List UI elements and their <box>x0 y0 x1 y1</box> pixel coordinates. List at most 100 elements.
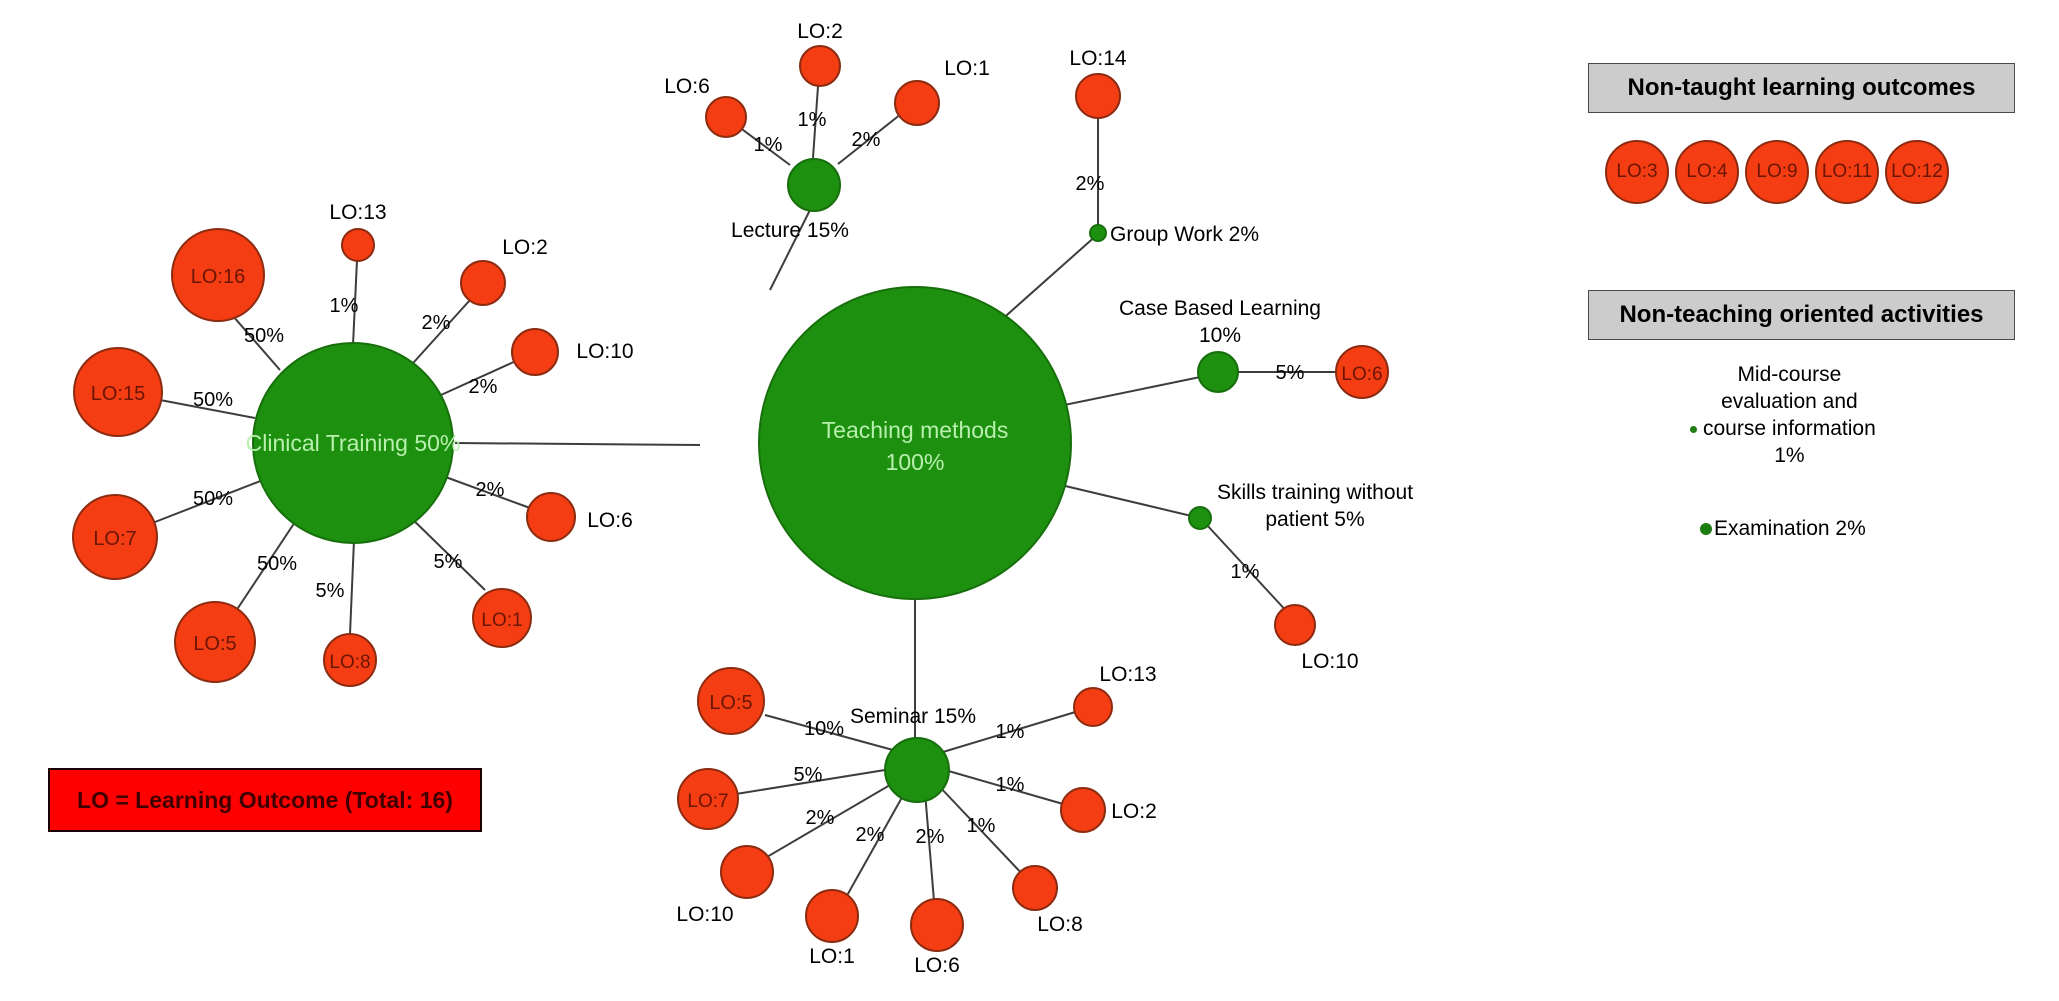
node-sem-lo13[interactable] <box>1073 687 1113 727</box>
node-ct-lo15-label: LO:15 <box>91 383 145 405</box>
node-sem-lo8[interactable] <box>1012 865 1058 911</box>
edge-hub-case-based-learning <box>1039 374 1211 411</box>
node-lec-lo2[interactable] <box>799 45 841 87</box>
node-lec-lo2-label: LO:2 <box>797 20 843 43</box>
node-lecture-label: Lecture 15% <box>731 219 849 242</box>
node-ct-lo10[interactable] <box>511 328 559 376</box>
node-case-based-learning[interactable] <box>1197 351 1239 393</box>
act1-line4: 1% <box>1774 443 1805 467</box>
legend-learning-outcome-text: LO = Learning Outcome (Total: 16) <box>77 786 453 813</box>
pct-ct-lo7: 50% <box>193 488 233 510</box>
edge-sem-lo6 <box>924 791 936 914</box>
non-taught-lo11[interactable]: LO:11 <box>1815 140 1879 204</box>
node-gw-lo14[interactable] <box>1075 73 1121 119</box>
node-cbl-lo6-label: LO:6 <box>1341 364 1382 385</box>
non-taught-lo12-label: LO:12 <box>1891 161 1943 182</box>
node-sem-lo13-label: LO:13 <box>1099 663 1156 686</box>
pct-sem-lo5: 10% <box>804 718 844 740</box>
pct-sem-lo8: 1% <box>967 815 996 837</box>
edge-ct-lo6 <box>431 471 531 509</box>
pct-lec-lo2: 1% <box>798 109 827 131</box>
edge-hub-clinical-training <box>454 442 701 446</box>
skills-training-edges <box>1205 523 1291 616</box>
node-st-lo10[interactable] <box>1274 604 1316 646</box>
node-lec-lo1[interactable] <box>894 80 940 126</box>
node-gw-lo14-label: LO:14 <box>1069 47 1127 70</box>
legend-learning-outcome-key: LO = Learning Outcome (Total: 16) <box>48 768 482 832</box>
pct-ct-lo16: 50% <box>244 325 284 347</box>
case-based-learning-nodes: Case Based Learning 10% LO:6 5% <box>1119 297 1389 399</box>
node-sem-lo2-label: LO:2 <box>1111 800 1157 823</box>
seminar-edges <box>735 709 1083 914</box>
node-ct-lo6[interactable] <box>526 492 576 542</box>
act1-line3: course information <box>1703 416 1876 440</box>
node-lec-lo6-label: LO:6 <box>664 75 710 98</box>
edge-sem-lo13 <box>942 709 1083 753</box>
edge-ct-lo1 <box>404 511 486 591</box>
non-taught-lo3-label: LO:3 <box>1616 161 1658 182</box>
examination-dot-icon <box>1700 523 1712 535</box>
non-taught-lo3[interactable]: LO:3 <box>1605 140 1669 204</box>
node-sem-lo8-label: LO:8 <box>1037 913 1083 936</box>
node-ct-lo15[interactable] <box>73 347 163 437</box>
node-ct-lo7-label: LO:7 <box>93 528 136 550</box>
edge-sem-lo8 <box>937 784 1027 879</box>
node-ct-lo2-label: LO:2 <box>502 236 548 259</box>
activity-mid-course-evaluation[interactable]: Mid-course evaluation and course informa… <box>1690 362 1950 470</box>
seminar-nodes: Seminar 15% LO:5 10% LO:7 5% LO:10 2% LO… <box>676 663 1156 977</box>
non-taught-lo11-label: LO:11 <box>1821 161 1873 182</box>
edge-sem-lo2 <box>944 769 1071 807</box>
panel-non-teaching-title: Non-teaching oriented activities <box>1619 301 1984 328</box>
pct-sem-lo13: 1% <box>996 721 1025 743</box>
node-sem-lo10[interactable] <box>720 845 774 899</box>
node-sem-lo1[interactable] <box>805 889 859 943</box>
non-taught-lo9[interactable]: LO:9 <box>1745 140 1809 204</box>
node-skills-training[interactable] <box>1188 506 1212 530</box>
activity-mid-course-label: Mid-course evaluation and course informa… <box>1703 362 1876 470</box>
node-ct-lo1[interactable] <box>472 588 532 648</box>
activity-examination[interactable]: Examination 2% <box>1700 517 1866 541</box>
node-teaching-methods-line2: 100% <box>886 449 945 475</box>
node-ct-lo7[interactable] <box>72 494 158 580</box>
node-teaching-methods-line1: Teaching methods <box>822 417 1009 443</box>
node-cbl-label-line2: 10% <box>1199 324 1241 347</box>
edge-sem-lo7 <box>735 769 886 795</box>
panel-non-taught-header: Non-taught learning outcomes <box>1588 63 2015 113</box>
panel-non-teaching-header: Non-teaching oriented activities <box>1588 290 2015 340</box>
node-lec-lo1-label: LO:1 <box>944 57 990 80</box>
node-sem-lo5[interactable] <box>697 667 765 735</box>
node-seminar[interactable] <box>884 737 950 803</box>
node-ct-lo5[interactable] <box>174 601 256 683</box>
node-sem-lo7[interactable] <box>677 768 739 830</box>
node-ct-lo10-label: LO:10 <box>576 340 633 363</box>
panel-non-taught-title: Non-taught learning outcomes <box>1627 74 1976 101</box>
act1-line1: Mid-course <box>1737 363 1842 386</box>
node-clinical-training[interactable] <box>252 342 454 544</box>
node-ct-lo16[interactable] <box>171 228 265 322</box>
node-sem-lo1-label: LO:1 <box>809 945 855 968</box>
mid-course-dot-icon <box>1690 426 1697 434</box>
node-sem-lo6[interactable] <box>910 898 964 952</box>
node-ct-lo5-label: LO:5 <box>193 633 236 655</box>
non-taught-lo4[interactable]: LO:4 <box>1675 140 1739 204</box>
node-sem-lo6-label: LO:6 <box>914 954 960 977</box>
non-taught-lo9-label: LO:9 <box>1756 161 1798 182</box>
pct-sem-lo2: 1% <box>996 774 1025 796</box>
node-sem-lo7-label: LO:7 <box>687 791 728 812</box>
pct-ct-lo6: 2% <box>476 479 505 501</box>
node-teaching-methods[interactable] <box>758 286 1072 600</box>
edge-ct-lo8 <box>349 539 355 635</box>
edge-ct-lo13 <box>352 259 358 346</box>
node-group-work[interactable] <box>1089 224 1107 242</box>
node-lecture[interactable] <box>787 158 841 212</box>
node-sem-lo2[interactable] <box>1060 787 1106 833</box>
node-ct-lo8[interactable] <box>323 633 377 687</box>
node-cbl-lo6[interactable] <box>1335 345 1389 399</box>
edge-sem-lo5 <box>764 714 894 751</box>
non-taught-lo12[interactable]: LO:12 <box>1885 140 1949 204</box>
node-ct-lo13[interactable] <box>341 228 375 262</box>
non-taught-outcomes-row: LO:3 LO:4 LO:9 LO:11 LO:12 <box>1605 140 1949 204</box>
node-ct-lo2[interactable] <box>460 260 506 306</box>
node-lec-lo6[interactable] <box>705 96 747 138</box>
